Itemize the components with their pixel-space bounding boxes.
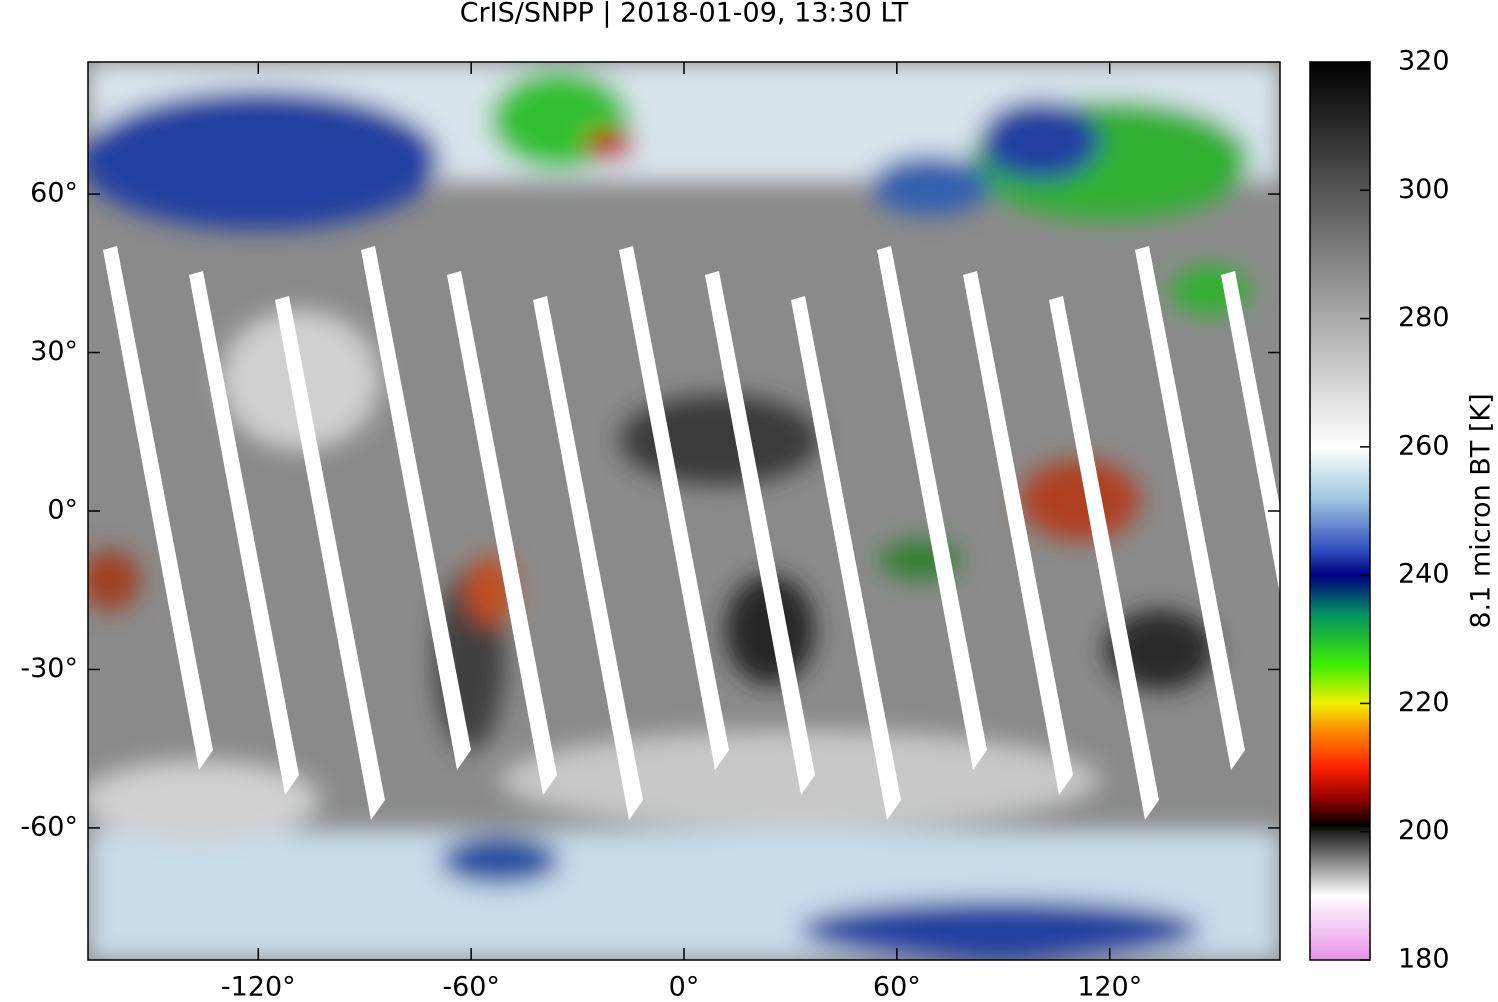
swath-gap — [103, 246, 213, 770]
y-tick-label: -30° — [20, 653, 78, 684]
swath-gap — [791, 296, 901, 820]
colorbar-tick-label: 240 — [1398, 559, 1450, 590]
y-tick-label: 0° — [47, 495, 78, 526]
map-imagery — [88, 62, 1280, 960]
swath-gap — [189, 271, 299, 795]
y-tick-label: 30° — [30, 336, 78, 367]
x-tick-label: -120° — [221, 972, 296, 1002]
colorbar-tick-label: 320 — [1398, 46, 1450, 77]
swath-gap — [619, 246, 729, 770]
colorbar-tick-label: 300 — [1398, 174, 1450, 205]
y-tick-label: 60° — [30, 178, 78, 209]
x-tick-label: 60° — [873, 972, 921, 1002]
colorbar — [1309, 61, 1371, 961]
y-tick-label: -60° — [20, 811, 78, 842]
swath-gap — [533, 296, 643, 820]
x-tick-label: 120° — [1077, 972, 1142, 1002]
swath-gap — [447, 271, 557, 795]
colorbar-tick-label: 200 — [1398, 815, 1450, 846]
swath-gap — [1135, 246, 1245, 770]
swath-gap — [275, 296, 385, 820]
x-tick-label: 0° — [669, 972, 700, 1002]
colorbar-tick-label: 280 — [1398, 302, 1450, 333]
colorbar-label: 8.1 micron BT [K] — [1466, 393, 1497, 628]
colorbar-tick-label: 260 — [1398, 430, 1450, 461]
swath-gap — [705, 271, 815, 795]
swath-gap — [1221, 271, 1280, 595]
swath-gap — [877, 246, 987, 770]
data-gaps — [103, 246, 1280, 820]
chart-title: CrIS/SNPP | 2018-01-09, 13:30 LT — [460, 0, 909, 29]
colorbar-tick-label: 180 — [1398, 944, 1450, 975]
colorbar-tick-label: 220 — [1398, 687, 1450, 718]
x-tick-label: -60° — [442, 972, 500, 1002]
cloud-fields — [88, 62, 1280, 960]
swath-gap — [1049, 296, 1159, 820]
swath-gap — [963, 271, 1073, 795]
swath-gap — [361, 246, 471, 770]
